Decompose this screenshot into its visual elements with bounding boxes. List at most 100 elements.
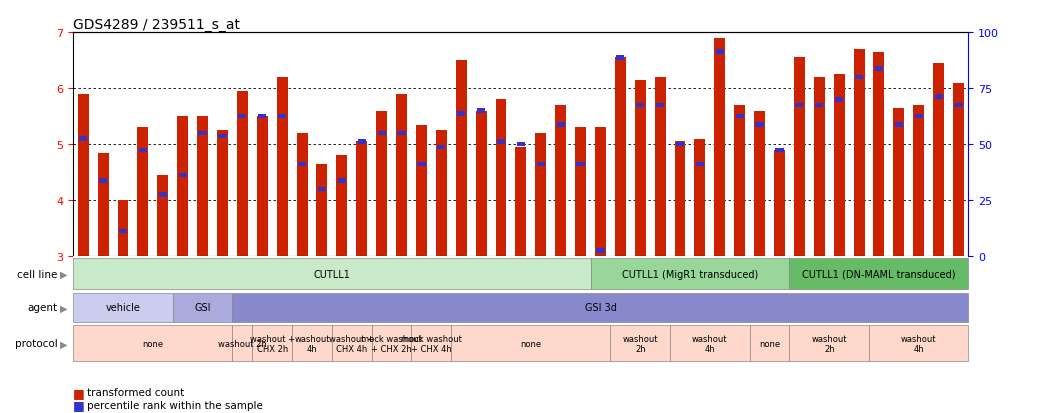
- Bar: [455, 61, 467, 256]
- Bar: [475, 111, 487, 256]
- Bar: [716, 50, 723, 55]
- Bar: [376, 111, 387, 256]
- Bar: [279, 115, 286, 119]
- Bar: [789, 259, 968, 290]
- Bar: [252, 326, 292, 361]
- Bar: [935, 95, 942, 100]
- Bar: [217, 131, 228, 256]
- Text: transformed count: transformed count: [87, 387, 184, 397]
- Bar: [617, 56, 624, 60]
- Bar: [537, 162, 544, 166]
- Text: washout +
CHX 2h: washout + CHX 2h: [250, 334, 294, 353]
- Bar: [378, 131, 385, 136]
- Bar: [99, 179, 107, 183]
- Bar: [318, 188, 326, 192]
- Bar: [179, 173, 186, 178]
- Bar: [674, 142, 686, 256]
- Text: mock washout
+ CHX 2h: mock washout + CHX 2h: [361, 334, 422, 353]
- Text: none: none: [142, 339, 163, 348]
- Bar: [232, 293, 968, 322]
- Bar: [338, 179, 346, 183]
- Bar: [794, 58, 805, 256]
- Bar: [656, 104, 664, 108]
- Bar: [458, 112, 465, 116]
- Bar: [80, 137, 87, 142]
- Bar: [575, 128, 586, 256]
- Bar: [789, 326, 869, 361]
- Bar: [97, 153, 109, 256]
- Bar: [495, 100, 507, 256]
- Bar: [754, 111, 765, 256]
- Bar: [597, 249, 604, 253]
- Bar: [332, 326, 372, 361]
- Bar: [776, 148, 783, 153]
- Bar: [159, 193, 166, 197]
- Bar: [855, 76, 863, 80]
- Bar: [595, 128, 606, 256]
- Bar: [750, 326, 789, 361]
- Bar: [497, 140, 505, 144]
- Bar: [517, 142, 525, 147]
- Bar: [694, 139, 706, 256]
- Text: CUTLL1 (MigR1 transduced): CUTLL1 (MigR1 transduced): [622, 269, 758, 279]
- Text: washout
4h: washout 4h: [294, 334, 330, 353]
- Bar: [615, 58, 626, 256]
- Bar: [372, 326, 411, 361]
- Bar: [259, 115, 266, 119]
- Bar: [714, 39, 726, 256]
- Bar: [157, 176, 169, 256]
- Text: percentile rank within the sample: percentile rank within the sample: [87, 400, 263, 410]
- Bar: [913, 106, 925, 256]
- Bar: [853, 50, 865, 256]
- Bar: [814, 78, 825, 256]
- Text: CUTLL1: CUTLL1: [313, 269, 351, 279]
- Text: washout
2h: washout 2h: [811, 334, 847, 353]
- Bar: [515, 147, 527, 256]
- Bar: [416, 125, 427, 256]
- Text: GSI: GSI: [195, 303, 210, 313]
- Bar: [237, 92, 248, 256]
- Text: GDS4289 / 239511_s_at: GDS4289 / 239511_s_at: [73, 18, 241, 32]
- Text: protocol: protocol: [15, 339, 58, 349]
- Text: washout 2h: washout 2h: [218, 339, 267, 348]
- Text: ▶: ▶: [60, 339, 67, 349]
- Bar: [873, 52, 885, 256]
- Bar: [816, 104, 823, 108]
- Text: washout
4h: washout 4h: [692, 334, 728, 353]
- Bar: [736, 115, 743, 119]
- Text: washout
2h: washout 2h: [623, 334, 658, 353]
- Bar: [257, 117, 268, 256]
- Bar: [296, 134, 308, 256]
- Text: ■: ■: [73, 386, 85, 399]
- Bar: [591, 259, 789, 290]
- Bar: [836, 98, 843, 102]
- Bar: [637, 104, 644, 108]
- Bar: [356, 142, 367, 256]
- Bar: [232, 326, 252, 361]
- Bar: [73, 326, 232, 361]
- Bar: [676, 142, 684, 147]
- Bar: [219, 134, 226, 139]
- Text: CUTLL1 (DN-MAML transduced): CUTLL1 (DN-MAML transduced): [802, 269, 956, 279]
- Bar: [197, 117, 208, 256]
- Bar: [199, 131, 206, 136]
- Text: ▶: ▶: [60, 269, 67, 279]
- Text: GSI 3d: GSI 3d: [584, 303, 617, 313]
- Bar: [975, 131, 982, 136]
- Bar: [869, 326, 968, 361]
- Bar: [696, 162, 704, 166]
- Bar: [173, 293, 232, 322]
- Bar: [73, 293, 173, 322]
- Bar: [756, 123, 763, 128]
- Text: vehicle: vehicle: [106, 303, 140, 313]
- Bar: [734, 106, 745, 256]
- Bar: [418, 162, 425, 166]
- Text: none: none: [759, 339, 780, 348]
- Bar: [239, 115, 246, 119]
- Bar: [973, 134, 984, 256]
- Bar: [117, 201, 129, 256]
- Bar: [411, 326, 451, 361]
- Bar: [292, 326, 332, 361]
- Bar: [933, 64, 944, 256]
- Text: washout
4h: washout 4h: [901, 334, 936, 353]
